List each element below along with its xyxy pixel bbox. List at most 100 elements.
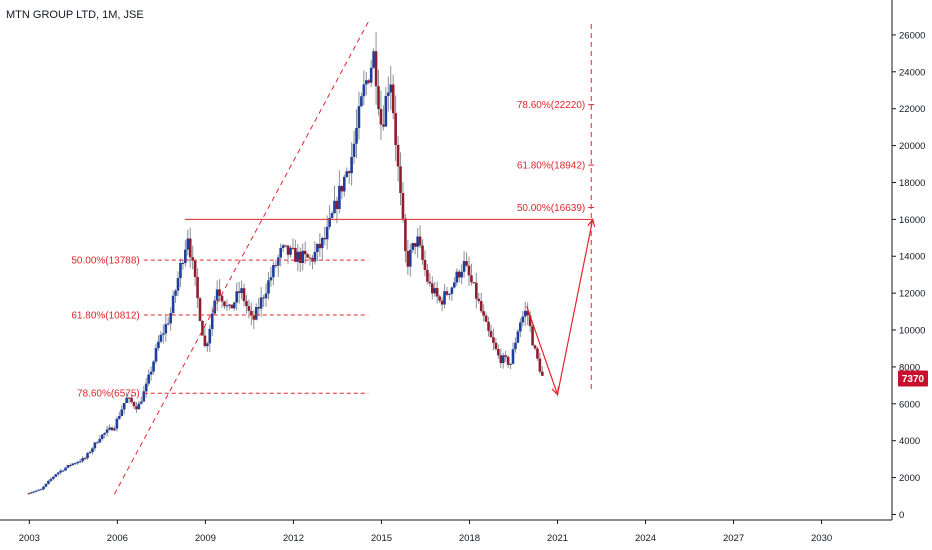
candle-body [509,363,512,365]
candle-body [140,401,143,404]
y-tick-label: 4000 [899,436,920,447]
x-tick-label: 2015 [371,533,392,544]
candle-body [257,307,260,309]
candle-body [142,391,146,402]
candle-body [286,245,290,255]
candle-body [37,489,40,491]
candle-body [230,304,234,309]
candle-body [135,406,138,410]
candle-body [536,348,539,359]
candle-body [215,289,219,301]
candle-body [372,51,375,68]
candle-body [467,265,471,276]
candle-body [137,403,141,410]
candle-body [470,275,473,283]
x-tick-label: 2012 [283,533,304,544]
candle-body [264,293,268,299]
candle-body [521,316,525,323]
candle-body [445,291,449,295]
candle-body [259,297,263,309]
candle-body [457,271,461,278]
candle-body [369,67,373,83]
candle-body [220,295,224,302]
candle-body [487,321,490,331]
projection-path [526,219,594,397]
candle-body [267,280,270,294]
candle-body [66,465,70,468]
annotation-layer: 50.00%(13788) 61.80%(10812) 78.60%(6575) 78… [71,21,596,495]
candle-body [213,300,216,314]
candle-body [232,302,236,309]
x-tick-label: 2009 [195,533,216,544]
candle-body [443,291,446,305]
candle-body [274,265,278,267]
candle-body [374,51,378,87]
candle-body [418,236,422,246]
candle-body [171,295,175,313]
candle-body [416,236,419,247]
candle-body [404,218,407,252]
candle-body [130,397,133,403]
candle-body [455,271,459,283]
candle-body [71,463,75,466]
candle-body [492,337,495,343]
candle-body [401,193,405,219]
y-tick-label: 10000 [899,326,925,337]
candle-body [409,250,412,267]
candle-body [355,127,358,144]
candle-body [164,324,168,334]
trend-line [113,21,369,495]
candle-body [81,458,84,462]
candle-body [394,113,397,145]
candle-body [49,478,53,481]
candle-body [325,226,329,240]
candle-body [100,434,104,439]
candle-body [494,342,498,350]
y-tick-label: 2000 [899,473,920,484]
last-price-label: 7370 [902,374,925,385]
y-tick-label: 24000 [899,67,925,78]
candle-body [294,247,297,262]
candle-body [269,277,273,281]
extension-label: 61.80%(18942) [517,161,585,172]
candle-body [504,355,507,357]
candle-body [323,238,327,240]
candle-body [113,428,116,431]
y-tick-label: 14000 [899,252,925,263]
candle-body [176,278,180,291]
candle-body [526,310,529,316]
candle-body [245,301,248,307]
projection-arrow-down [551,386,560,396]
candle-body [345,171,349,177]
x-tick-label: 2006 [107,533,128,544]
candle-body [198,298,202,321]
candle-body [154,347,158,362]
candle-body [399,166,402,194]
candle-body [144,383,148,392]
candle-body [61,470,65,472]
candle-body [379,109,383,125]
candle-body [208,329,212,344]
candle-body [472,282,476,284]
candle-body [423,259,427,270]
candle-body [103,432,106,435]
candle-body [64,467,67,471]
candle-body [186,238,190,250]
candle-body [252,315,256,320]
candle-body [489,330,493,338]
candle-body [541,371,544,376]
candle-body [531,326,534,346]
candle-body [210,313,214,330]
candle-body [313,252,317,262]
candle-body [335,200,339,209]
candle-body [421,245,424,260]
candle-body [428,281,432,284]
y-tick-label: 20000 [899,141,925,152]
candle-body [132,402,136,407]
candle-body [338,185,341,209]
candle-body [453,282,456,288]
candle-body [184,249,187,263]
candle-body [450,287,454,294]
candle-body [157,341,160,348]
